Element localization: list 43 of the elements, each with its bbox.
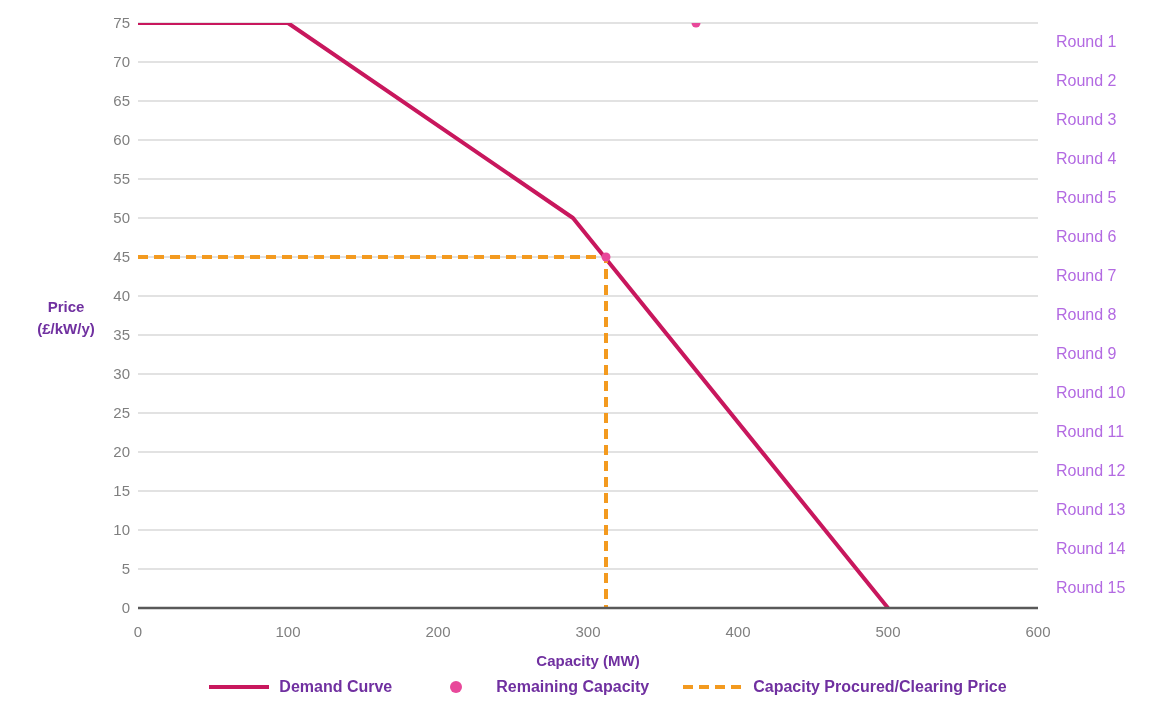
text: Round 4 [1056,149,1117,168]
y-tick-label: 45 [113,248,130,266]
text: Round 13 [1056,500,1126,519]
text: Round 10 [1056,383,1126,402]
y-tick-label: 70 [113,53,130,71]
text: Round 8 [1056,305,1117,324]
y-tick-label: 55 [113,170,130,188]
x-tick-label: 0 [133,622,143,640]
x-tick-label: 200 [425,622,451,640]
y-tick-label: 50 [113,209,130,227]
text: Round 12 [1056,461,1126,480]
text: Round 11 [1056,422,1125,441]
y-tick-label: 75 [113,14,130,32]
x-tick-label: 500 [875,622,901,640]
legend-label: Demand Curve [279,678,393,696]
text: Round 14 [1056,539,1126,558]
y-tick-label: 40 [113,287,130,305]
x-tick-label: 400 [725,622,751,640]
x-tick-label: 100 [275,622,301,640]
text: Round 3 [1056,110,1117,129]
y-tick-label: 15 [113,482,130,500]
text: Round 9 [1056,344,1117,363]
x-axis-title: Capacity (MW) [536,652,640,669]
y-tick-label: 20 [113,443,130,461]
text: Round 1 [1056,32,1117,51]
y-axis-title: Price (£/kW/y) [37,297,95,337]
legend-label: Remaining Capacity [496,678,650,696]
y-tick-label: 25 [113,404,130,422]
x-tick-label: 300 [575,622,601,640]
y-tick-label: 60 [113,131,130,149]
y-tick-label: 35 [113,326,130,344]
text: Round 2 [1056,71,1117,90]
text: Round 15 [1056,578,1126,597]
text: Round 6 [1056,227,1117,246]
y-tick-label: 65 [113,92,130,110]
y-tick-label: 0 [121,599,130,617]
x-tick-label: 600 [1025,622,1051,640]
legend-label: Capacity Procured/Clearing Price [753,678,1007,696]
y-tick-label: 10 [113,521,130,539]
y-tick-label: 5 [121,560,130,578]
text: Round 5 [1056,188,1117,207]
text: Round 7 [1056,266,1117,285]
y-tick-label: 30 [113,365,130,383]
